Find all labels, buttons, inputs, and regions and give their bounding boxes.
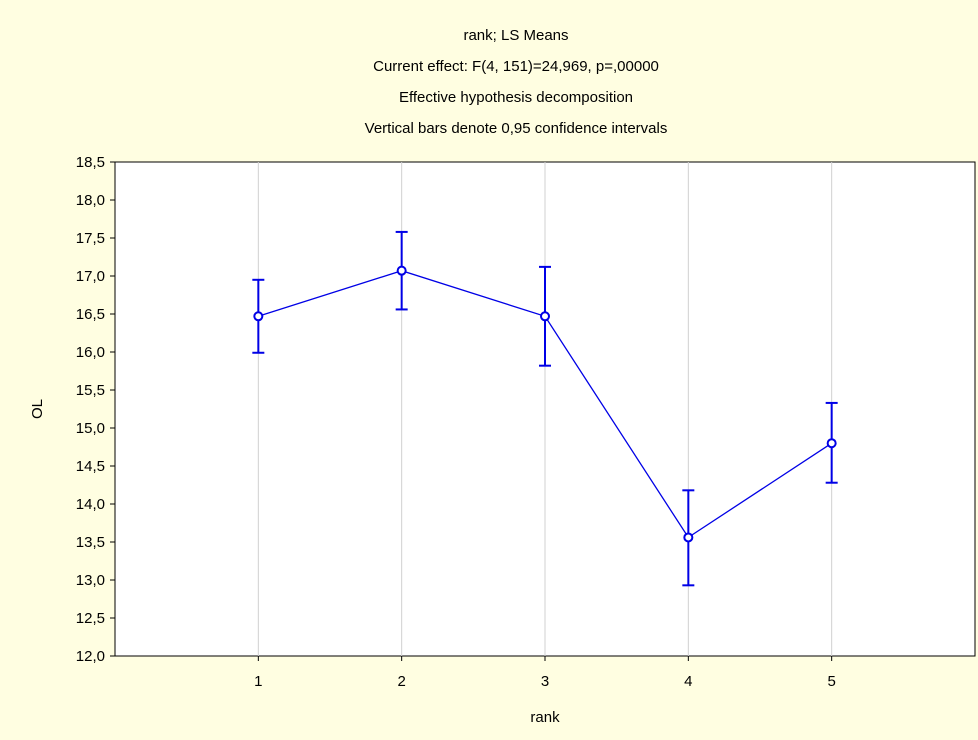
y-axis: 12,0 12,5 13,0 13,5 14,0 14,5 15,0 15,5 16,0 16,5… xyxy=(76,154,115,665)
title-line-1: rank; LS Means xyxy=(463,27,568,44)
data-point-rank-2 xyxy=(396,265,407,276)
gridlines xyxy=(257,162,833,656)
y-tick-label: 14,5 xyxy=(76,458,105,475)
y-tick-label: 13,5 xyxy=(76,534,105,551)
y-tick-label: 12,0 xyxy=(76,648,105,665)
y-tick-label: 17,5 xyxy=(76,230,105,247)
y-tick-label: 18,5 xyxy=(76,154,105,171)
x-tick-label: 2 xyxy=(397,673,405,690)
y-tick-label: 16,5 xyxy=(76,306,105,323)
chart-titles: rank; LS Means Current effect: F(4, 151)… xyxy=(365,27,668,137)
data-point-rank-5 xyxy=(826,438,837,449)
y-tick-label: 15,0 xyxy=(76,420,105,437)
data-point-rank-1 xyxy=(253,311,264,322)
y-tick-label: 14,0 xyxy=(76,496,105,513)
data-point-rank-3 xyxy=(540,311,550,322)
x-tick-label: 3 xyxy=(541,673,549,690)
y-tick-label: 15,5 xyxy=(76,382,105,399)
title-line-4: Vertical bars denote 0,95 confidence int… xyxy=(365,120,668,137)
x-tick-label: 5 xyxy=(827,673,835,690)
x-tick-label: 1 xyxy=(254,673,262,690)
data-point-rank-4 xyxy=(683,532,694,543)
y-tick-label: 16,0 xyxy=(76,344,105,361)
y-axis-label: OL xyxy=(29,399,46,419)
y-tick-label: 18,0 xyxy=(76,192,105,209)
title-line-2: Current effect: F(4, 151)=24,969, p=,000… xyxy=(373,58,659,75)
y-tick-label: 12,5 xyxy=(76,610,105,627)
x-axis: 1 2 3 4 5 xyxy=(254,656,836,690)
x-axis-label: rank xyxy=(530,709,560,726)
x-tick-label: 4 xyxy=(684,673,692,690)
y-tick-label: 13,0 xyxy=(76,572,105,589)
title-line-3: Effective hypothesis decomposition xyxy=(399,89,633,106)
series-means xyxy=(252,230,838,587)
y-tick-label: 17,0 xyxy=(76,268,105,285)
